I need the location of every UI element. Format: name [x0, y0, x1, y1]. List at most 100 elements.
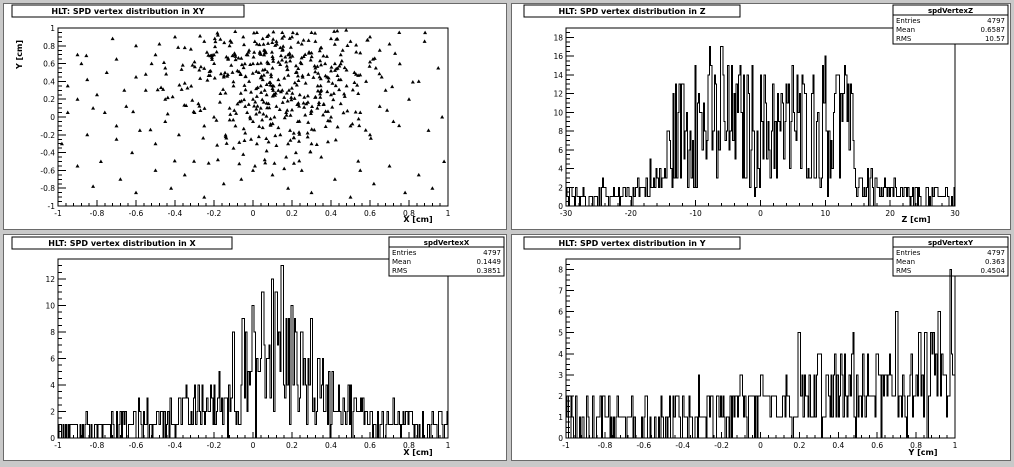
data-point: [326, 79, 331, 83]
data-point: [331, 91, 336, 95]
data-point: [264, 114, 269, 118]
data-point: [258, 106, 263, 110]
stats-key: Entries: [896, 17, 921, 25]
data-point: [297, 132, 302, 136]
y-tick-label: 16: [553, 52, 563, 61]
data-point: [134, 190, 138, 195]
data-point: [280, 100, 285, 104]
data-point: [356, 73, 361, 77]
stats-value: 10.57: [985, 35, 1005, 43]
data-point: [309, 127, 314, 131]
data-point: [297, 130, 302, 134]
data-point: [290, 30, 295, 35]
data-point: [243, 87, 248, 92]
data-point: [104, 70, 109, 74]
data-point: [266, 41, 271, 45]
data-point: [137, 128, 142, 132]
data-point: [258, 75, 263, 80]
data-point: [288, 138, 293, 142]
data-point: [188, 47, 193, 51]
data-point: [330, 81, 335, 85]
data-point: [299, 55, 304, 60]
x-tick-label: -30: [560, 209, 572, 218]
data-point: [277, 82, 282, 87]
data-point: [59, 141, 64, 146]
data-point: [296, 66, 301, 71]
data-point: [352, 80, 357, 85]
data-point: [265, 69, 270, 74]
plot-frame-y: [565, 258, 956, 439]
data-point: [204, 50, 209, 54]
data-point: [365, 37, 370, 42]
data-point: [348, 195, 353, 199]
data-point: [397, 123, 402, 128]
data-point: [251, 30, 256, 35]
data-point: [243, 104, 248, 108]
data-point: [143, 72, 148, 76]
data-point: [163, 119, 168, 123]
data-point: [299, 168, 304, 172]
data-point: [298, 60, 303, 64]
data-point: [423, 30, 428, 35]
data-point: [215, 33, 220, 37]
x-tick-label: -0.4: [675, 441, 690, 450]
data-point: [379, 74, 384, 79]
data-point: [310, 104, 315, 108]
y-tick-label: 12: [45, 275, 55, 284]
x-tick-label: 0.8: [910, 441, 922, 450]
data-point: [237, 161, 242, 166]
x-tick-label: 0: [251, 209, 256, 218]
data-point: [205, 78, 210, 82]
data-point: [373, 66, 378, 70]
data-point: [222, 73, 227, 77]
data-point: [190, 98, 195, 102]
data-point: [294, 69, 299, 74]
data-point: [84, 53, 89, 58]
data-point: [350, 121, 355, 126]
data-point: [251, 97, 255, 101]
x-tick-label: -0.8: [90, 441, 105, 450]
data-point: [303, 52, 308, 57]
data-point: [254, 30, 259, 34]
x-tick-label: -0.2: [207, 209, 222, 218]
data-point: [251, 119, 255, 123]
y-tick-label: 6: [50, 354, 55, 363]
data-point: [276, 88, 281, 92]
data-point: [214, 49, 219, 54]
stats-value: 4797: [483, 249, 501, 257]
data-point: [261, 42, 266, 46]
data-point: [252, 104, 257, 108]
data-point: [281, 34, 286, 38]
x-tick-label: 0.4: [832, 441, 844, 450]
data-point: [231, 146, 236, 150]
data-point: [264, 82, 269, 86]
x-tick-label: 0.2: [286, 209, 298, 218]
y-tick-label: 2: [558, 392, 563, 401]
data-point: [284, 155, 289, 159]
data-point: [337, 87, 342, 92]
data-point: [278, 62, 283, 67]
data-point: [202, 123, 207, 128]
data-point: [290, 107, 294, 112]
x-tick-label: 0.2: [286, 441, 298, 450]
data-point: [271, 29, 276, 34]
data-point: [197, 104, 202, 108]
data-point: [131, 109, 136, 114]
data-point: [192, 59, 197, 64]
data-point: [318, 95, 323, 99]
data-point: [225, 74, 230, 78]
data-point: [368, 136, 373, 140]
data-point: [282, 95, 287, 99]
data-point: [202, 195, 207, 199]
data-point: [313, 31, 318, 35]
data-point: [410, 80, 415, 84]
data-point: [288, 113, 293, 117]
data-point: [308, 58, 313, 62]
data-point: [329, 115, 333, 119]
data-point: [209, 55, 214, 59]
data-point: [271, 88, 276, 92]
data-point: [221, 181, 226, 186]
data-point: [198, 64, 203, 69]
data-point: [270, 40, 275, 44]
data-point: [296, 101, 301, 105]
